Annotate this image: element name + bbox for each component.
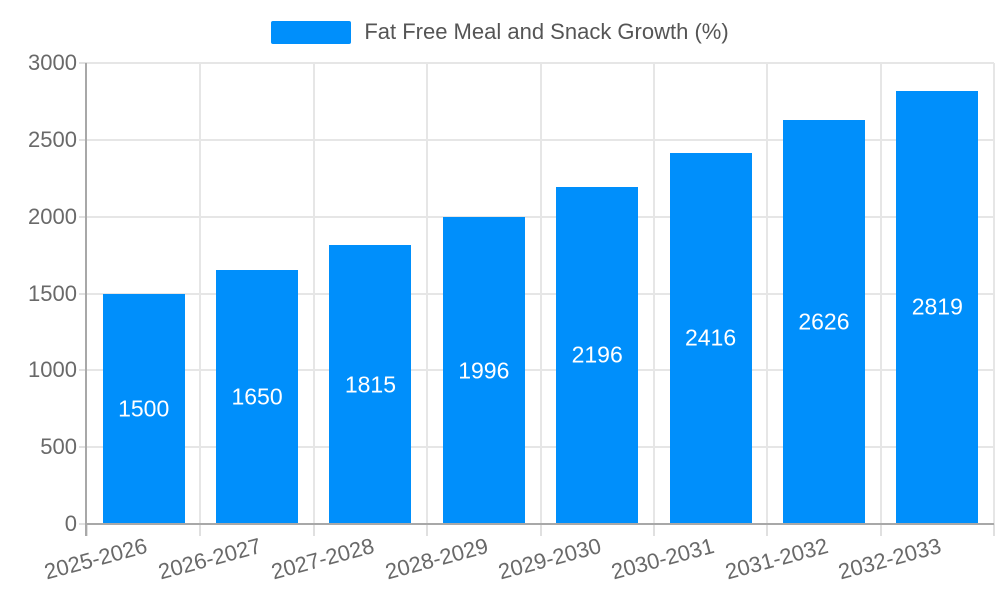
- bar-value-label: 2416: [684, 324, 737, 351]
- y-axis-tick: [79, 138, 87, 141]
- y-axis-tick: [79, 369, 87, 372]
- y-axis-tick: [79, 215, 87, 218]
- v-gridline: [539, 63, 542, 524]
- bar-value-label: 1650: [231, 383, 283, 410]
- x-axis-tick: [879, 524, 882, 536]
- legend-swatch: [271, 20, 352, 44]
- x-axis-tick: [766, 524, 769, 536]
- bar[interactable]: 2196: [556, 186, 639, 524]
- v-gridline: [312, 63, 315, 524]
- legend: Fat Free Meal and Snack Growth (%): [0, 19, 1000, 45]
- bar-value-label: 2196: [571, 341, 623, 368]
- x-axis-tick: [652, 524, 655, 536]
- bar-value-label: 1996: [458, 357, 510, 384]
- x-tick-label: 2027-2028: [268, 533, 377, 585]
- x-tick-label: 2031-2032: [722, 533, 831, 585]
- v-gridline: [879, 63, 882, 524]
- v-gridline: [993, 63, 995, 524]
- v-gridline: [766, 63, 769, 524]
- x-tick-label: 2028-2029: [382, 533, 491, 585]
- v-gridline: [652, 63, 655, 524]
- x-axis-tick: [993, 524, 995, 536]
- bar-value-label: 2819: [911, 293, 963, 320]
- y-axis-labels: 0 500 1000 1500 2000 2500 3000: [0, 50, 77, 536]
- bar-value-label: 1815: [344, 371, 396, 398]
- bar[interactable]: 1650: [216, 270, 299, 524]
- x-axis-tick: [426, 524, 429, 536]
- bar[interactable]: 1996: [442, 217, 525, 524]
- x-tick-label: 2030-2031: [608, 533, 718, 585]
- v-gridline: [199, 63, 202, 524]
- y-tick-label: 500: [40, 434, 77, 460]
- bar-value-label: 2626: [798, 308, 850, 335]
- bar[interactable]: 2819: [896, 90, 979, 524]
- bar[interactable]: 2416: [669, 152, 752, 524]
- v-gridline: [426, 63, 429, 524]
- x-axis-tick: [539, 524, 542, 536]
- bar[interactable]: 1815: [329, 245, 412, 524]
- y-axis-tick: [79, 292, 87, 295]
- x-axis-tick: [199, 524, 202, 536]
- plot-area: 1500 1650 1815 1996 2196 2416 2626 2819: [87, 62, 995, 524]
- bar[interactable]: 1500: [102, 293, 185, 524]
- y-tick-label: 3000: [28, 50, 77, 75]
- y-tick-label: 0: [64, 511, 77, 536]
- y-tick-label: 2500: [28, 126, 77, 152]
- y-axis-tick: [79, 446, 87, 449]
- x-axis-line: [87, 523, 994, 525]
- x-axis-tick: [86, 524, 88, 536]
- x-tick-label: 2029-2030: [495, 533, 604, 585]
- y-tick-label: 1000: [28, 357, 77, 383]
- bar[interactable]: 2626: [782, 120, 865, 524]
- y-axis-tick: [79, 523, 87, 525]
- x-tick-label: 2032-2033: [835, 533, 944, 585]
- x-tick-label: 2025-2026: [42, 533, 151, 585]
- y-axis-tick: [79, 62, 87, 64]
- x-tick-label: 2026-2027: [155, 533, 264, 585]
- legend-item[interactable]: Fat Free Meal and Snack Growth (%): [271, 19, 729, 45]
- x-axis-tick: [312, 524, 315, 536]
- y-tick-label: 2000: [28, 203, 77, 229]
- legend-label: Fat Free Meal and Snack Growth (%): [364, 19, 729, 44]
- y-axis-line: [85, 63, 87, 536]
- bar-value-label: 1500: [118, 395, 170, 422]
- y-tick-label: 1500: [28, 280, 77, 306]
